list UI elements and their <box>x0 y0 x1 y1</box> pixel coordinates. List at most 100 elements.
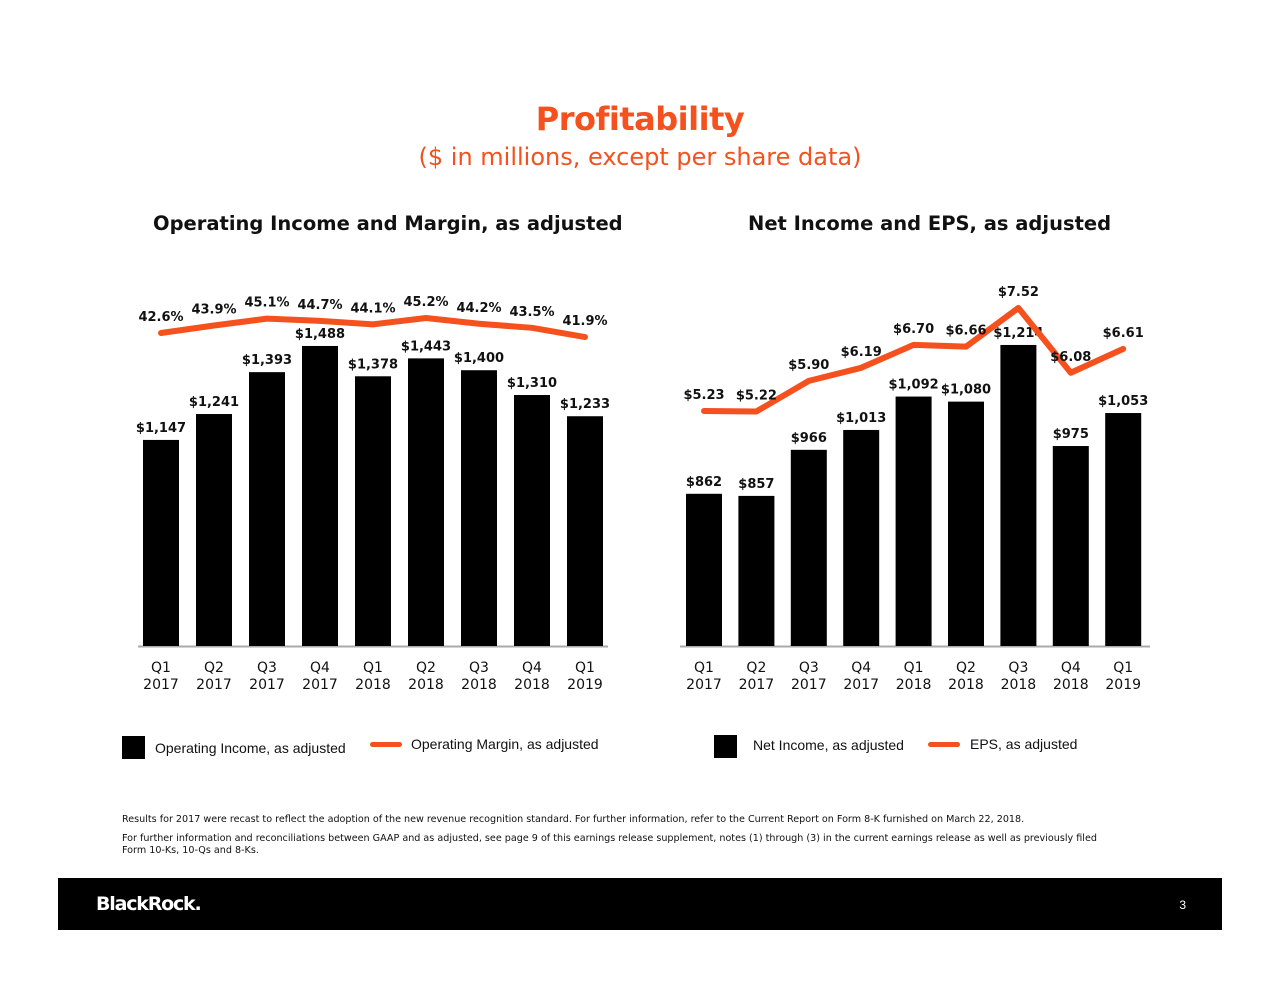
line-value-label: 44.1% <box>350 301 395 316</box>
bar-value-label: $975 <box>1053 427 1089 442</box>
page-number: 3 <box>1179 898 1186 912</box>
bar-value-label: $1,393 <box>242 353 292 368</box>
line-value-label: 43.5% <box>509 305 554 320</box>
bar-q2-2017 <box>196 414 232 646</box>
blackrock-logo: BlackRock. <box>96 893 202 915</box>
bar-q3-2018 <box>461 370 497 646</box>
bar-q1-2017 <box>686 493 722 646</box>
x-tick-quarter: Q3 <box>1008 660 1028 676</box>
bar-q3-2017 <box>790 449 827 646</box>
x-tick-year: 2018 <box>1053 677 1089 693</box>
x-tick-year: 2017 <box>302 677 338 693</box>
chart-title-net-income: Net Income and EPS, as adjusted <box>748 212 1112 235</box>
x-tick-quarter: Q2 <box>416 660 436 676</box>
bar-q1-2018 <box>895 396 932 646</box>
x-tick-year: 2018 <box>355 677 391 693</box>
x-tick-year: 2018 <box>514 677 550 693</box>
line-value-label: $6.66 <box>945 324 986 339</box>
legend-line-swatch <box>370 741 402 747</box>
x-tick-quarter: Q3 <box>257 660 277 676</box>
bar-q3-2018 <box>1000 344 1037 646</box>
x-tick-year: 2017 <box>196 677 232 693</box>
bar-value-label: $966 <box>791 431 827 446</box>
line-value-label: 44.7% <box>297 298 342 313</box>
x-tick-quarter: Q1 <box>904 660 924 676</box>
bar-value-label: $1,147 <box>136 421 186 436</box>
x-tick-quarter: Q1 <box>575 660 595 676</box>
bar-q1-2018 <box>355 376 391 646</box>
line-operating-margin-as-adjusted <box>158 315 588 341</box>
page-subtitle: ($ in millions, except per share data) <box>418 143 862 171</box>
line-value-label: 45.1% <box>244 296 289 311</box>
bar-value-label: $1,092 <box>889 378 939 393</box>
legend-bar-swatch <box>122 736 145 759</box>
bar-value-label: $1,233 <box>560 397 610 412</box>
legend-bar-swatch <box>714 735 737 758</box>
bar-q4-2018 <box>514 395 550 646</box>
x-tick-year: 2017 <box>686 677 722 693</box>
line-value-label: $5.23 <box>683 388 724 403</box>
x-tick-year: 2017 <box>249 677 285 693</box>
line-value-label: 41.9% <box>562 314 607 329</box>
x-tick-year: 2018 <box>1001 677 1037 693</box>
x-tick-year: 2019 <box>1105 677 1141 693</box>
bar-value-label: $1,488 <box>295 327 345 342</box>
line-value-label: $6.61 <box>1103 326 1144 341</box>
bar-q1-2019 <box>567 416 603 646</box>
x-tick-year: 2017 <box>843 677 879 693</box>
line-value-label: $6.08 <box>1050 350 1091 365</box>
legend-net-income: Net Income, as adjusted <box>714 735 904 758</box>
x-tick-year: 2018 <box>896 677 932 693</box>
line-value-label: 43.9% <box>191 303 236 318</box>
footer-bar: BlackRock. 3 <box>58 878 1222 930</box>
x-tick-quarter: Q4 <box>851 660 871 676</box>
legend-label: EPS, as adjusted <box>970 736 1078 752</box>
bar-q2-2018 <box>408 358 444 646</box>
footnote-reconciliation: For further information and reconciliati… <box>122 833 1097 856</box>
x-tick-quarter: Q2 <box>746 660 766 676</box>
x-tick-year: 2017 <box>739 677 775 693</box>
bar-q1-2019 <box>1105 413 1142 646</box>
line-value-label: $6.19 <box>841 345 882 360</box>
x-tick-year: 2017 <box>143 677 179 693</box>
chart-title-operating-income: Operating Income and Margin, as adjusted <box>153 212 623 235</box>
x-tick-year: 2017 <box>791 677 827 693</box>
legend-operating-margin: Operating Margin, as adjusted <box>370 736 599 752</box>
x-tick-quarter: Q3 <box>469 660 489 676</box>
bar-value-label: $1,241 <box>189 395 239 410</box>
bar-value-label: $1,400 <box>454 351 504 366</box>
x-tick-quarter: Q4 <box>310 660 330 676</box>
x-tick-quarter: Q4 <box>1061 660 1081 676</box>
x-tick-quarter: Q2 <box>956 660 976 676</box>
line-value-label: $6.70 <box>893 322 934 337</box>
x-tick-year: 2019 <box>567 677 603 693</box>
bar-q1-2017 <box>143 439 179 646</box>
legend-label: Operating Margin, as adjusted <box>411 736 599 752</box>
footnote-recast: Results for 2017 were recast to reflect … <box>122 814 1025 825</box>
line-value-label: 45.2% <box>403 295 448 310</box>
x-tick-quarter: Q1 <box>363 660 383 676</box>
bar-value-label: $1,053 <box>1098 394 1148 409</box>
bar-value-label: $1,310 <box>507 376 557 391</box>
x-tick-year: 2018 <box>948 677 984 693</box>
bar-q2-2017 <box>738 495 775 646</box>
bar-value-label: $857 <box>738 477 774 492</box>
bar-q4-2017 <box>843 429 880 646</box>
bar-q4-2018 <box>1052 446 1089 646</box>
x-tick-quarter: Q2 <box>204 660 224 676</box>
bar-value-label: $862 <box>686 475 722 490</box>
bar-value-label: $1,378 <box>348 357 398 372</box>
x-tick-quarter: Q1 <box>1113 660 1133 676</box>
line-value-label: 42.6% <box>138 310 183 325</box>
legend-operating-income: Operating Income, as adjusted <box>122 736 346 759</box>
line-value-label: 44.2% <box>456 301 501 316</box>
legend-line-swatch <box>928 741 960 747</box>
line-value-label: $7.52 <box>998 285 1039 300</box>
page-title: Profitability <box>535 100 745 138</box>
x-tick-quarter: Q3 <box>799 660 819 676</box>
x-tick-quarter: Q1 <box>151 660 171 676</box>
bar-q4-2017 <box>302 345 338 646</box>
bar-q2-2018 <box>948 401 984 646</box>
legend-label: Operating Income, as adjusted <box>155 739 346 756</box>
